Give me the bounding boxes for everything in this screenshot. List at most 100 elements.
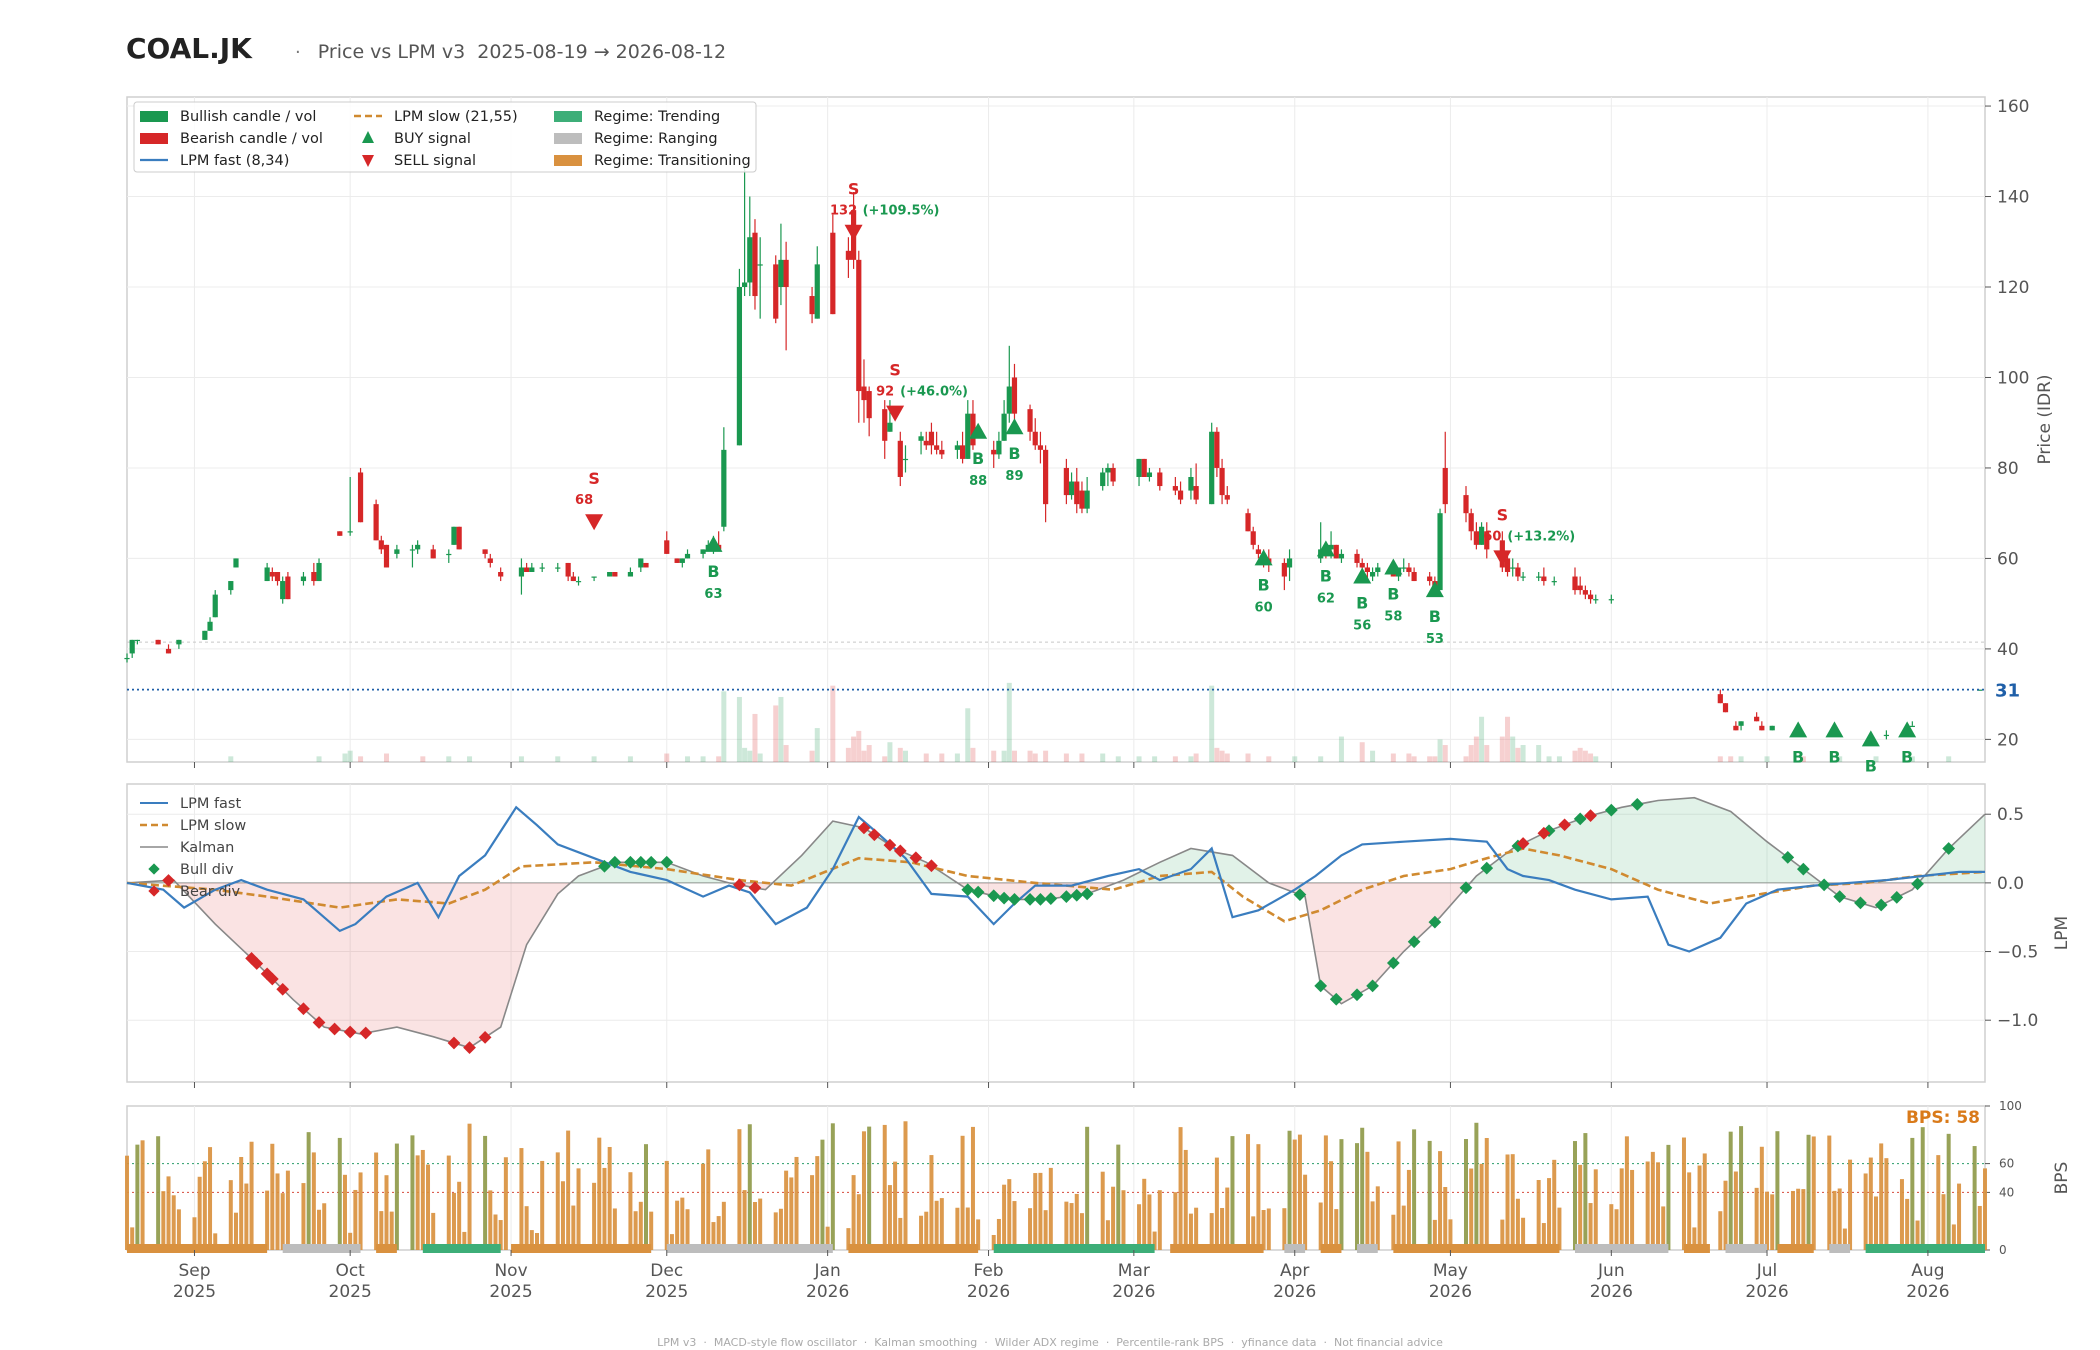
regime-segment (1170, 1244, 1264, 1253)
volume-bar (1214, 747, 1220, 762)
volume-bar (1837, 756, 1843, 762)
regime-segment (1284, 1244, 1306, 1253)
candle-body (757, 264, 763, 266)
bps-bar (1111, 1186, 1116, 1250)
buy-signal-price: 88 (969, 474, 987, 489)
volume-bar (1406, 753, 1412, 762)
bps-bar (664, 1160, 669, 1250)
xtick-year-label: 2026 (1590, 1282, 1633, 1302)
price-grid-x (193, 97, 1929, 762)
bps-bar (1863, 1173, 1868, 1250)
candle-body (1136, 458, 1142, 477)
candle-body (1364, 567, 1370, 572)
candle-body (959, 445, 966, 459)
bps-bar (612, 1208, 617, 1250)
bps-bar (171, 1195, 176, 1250)
bps-bar (353, 1189, 358, 1250)
bps-bar (1687, 1172, 1692, 1250)
candle-body (1722, 703, 1729, 713)
xtick-month-label: Apr (1280, 1261, 1309, 1281)
bps-bar (239, 1156, 244, 1250)
buy-signal-letter: B (1008, 444, 1020, 463)
bps-bar (851, 1175, 856, 1250)
bps-bar (1905, 1198, 1910, 1250)
volume-bar (358, 756, 364, 762)
candle-body (383, 544, 390, 568)
buy-signal-price: 56 (1353, 619, 1371, 634)
bps-bar (1650, 1151, 1655, 1250)
bps-bar (1583, 1133, 1588, 1250)
buy-signal-marker (1254, 549, 1273, 566)
candle-body (311, 572, 317, 582)
volume-bar (851, 736, 857, 762)
bps-bar (1401, 1205, 1406, 1250)
volume-bar (591, 756, 597, 762)
bps-bar (1790, 1190, 1795, 1250)
bps-bar (1681, 1137, 1686, 1250)
bps-bar (488, 1190, 493, 1250)
bps-bar (1038, 1172, 1043, 1250)
candle-body (752, 232, 758, 297)
bps-bar (130, 1227, 135, 1250)
bps-bar (1692, 1227, 1697, 1250)
candle-body (1354, 553, 1360, 563)
candle-body (1209, 431, 1215, 505)
buy-signal-marker (1825, 721, 1844, 738)
bps-bar (794, 1156, 799, 1250)
volume-bar (518, 756, 524, 762)
bps-bar (1194, 1207, 1199, 1250)
xtick-year-label: 2025 (645, 1282, 688, 1302)
bps-bar (1728, 1131, 1733, 1250)
volume-bar (1100, 753, 1106, 762)
bps-bar (233, 1212, 238, 1250)
bps-bar (1002, 1184, 1007, 1250)
bps-bar (125, 1155, 129, 1250)
bps-bar (1043, 1210, 1048, 1250)
volume-bar (342, 753, 348, 762)
candle-body (1027, 409, 1033, 432)
candle-body (638, 558, 644, 568)
lpm-legend-label: Bear div (180, 884, 241, 900)
volume-bar (1136, 756, 1142, 762)
candle-body (1037, 445, 1044, 450)
bps-panel (126, 1105, 1986, 1251)
bps-bar (394, 1143, 399, 1250)
bps-bar (592, 1182, 597, 1250)
volume-bar (383, 753, 389, 762)
bps-bar (176, 1209, 181, 1250)
lpm-legend-label: LPM fast (180, 796, 241, 812)
bps-bar (285, 1170, 290, 1250)
candle-body (570, 576, 576, 582)
candle-body (1754, 716, 1760, 722)
bps-bar (747, 1124, 752, 1250)
bps-bar (1412, 1129, 1417, 1250)
bps-bar (1656, 1162, 1661, 1250)
bps-bar (337, 1137, 342, 1250)
price-grid-y: 20 40 60 80 100 120 140 160 (127, 97, 2029, 750)
volume-bar (923, 753, 929, 762)
bps-bar (1588, 1203, 1593, 1250)
regime-segment (1683, 1244, 1710, 1253)
candle-body (575, 581, 582, 583)
xtick-month-label: Mar (1118, 1261, 1150, 1281)
sell-signal-marker (585, 514, 604, 531)
candle-body (1411, 572, 1417, 582)
candle-body (482, 549, 488, 554)
volume-bar (887, 742, 893, 762)
candle-body (1572, 576, 1578, 591)
regime-segment (1574, 1244, 1669, 1253)
volume-bar (866, 745, 872, 762)
bps-bar (991, 1234, 996, 1250)
bps-bar (1733, 1171, 1738, 1250)
bps-bar (965, 1207, 970, 1250)
bps-bar (1957, 1183, 1962, 1250)
candle-body (264, 567, 270, 582)
bps-bar (1500, 1219, 1505, 1250)
legend-label: LPM fast (8,34) (180, 153, 289, 169)
lpm-grid-x (193, 784, 1929, 1082)
bps-bar (1318, 1202, 1323, 1250)
price-legend: Bullish candle / vol Bearish candle / vol… (133, 101, 757, 173)
legend-swatch-trending (554, 111, 582, 122)
lpm-yaxis-label: LPM (2052, 916, 2072, 950)
volume-bar (1224, 753, 1230, 762)
